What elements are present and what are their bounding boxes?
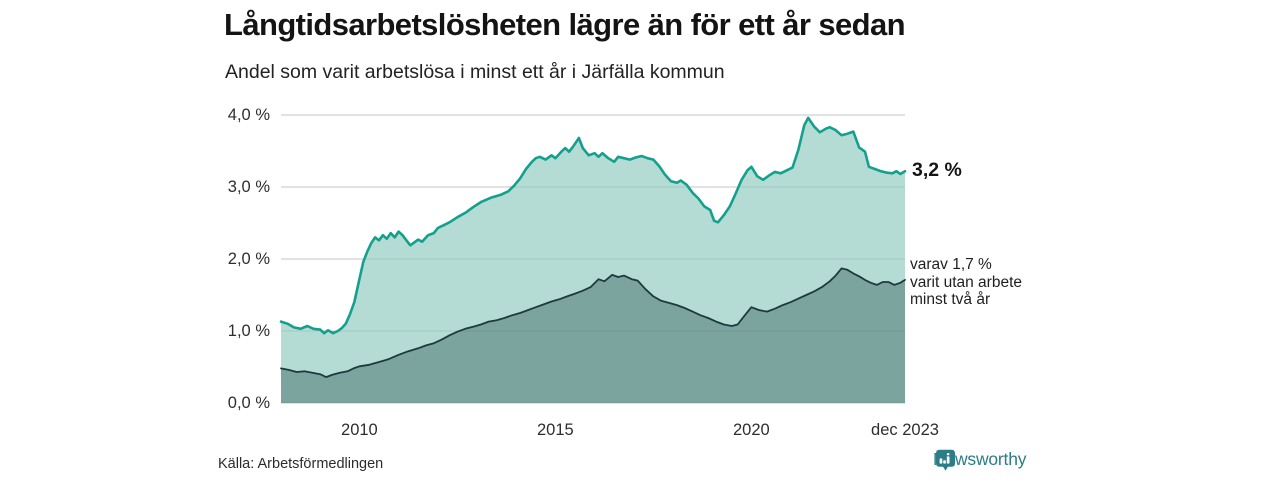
x-tick-label: 2015 xyxy=(537,421,574,439)
series-line-0 xyxy=(279,116,907,335)
x-tick-label: dec 2023 xyxy=(871,421,939,439)
y-tick-label: 0,0 % xyxy=(227,394,270,412)
source-note: Källa: Arbetsförmedlingen xyxy=(218,456,384,472)
brand-name: Newsworthy xyxy=(933,449,1027,469)
x-tick-label: 2020 xyxy=(732,421,770,439)
latest-value-label: 3,2 % xyxy=(912,159,962,181)
newsworthy-logo-icon xyxy=(936,449,955,471)
y-tick-label: 3,0 % xyxy=(227,178,270,196)
series-area-1 xyxy=(281,268,905,403)
y-tick-label: 1,0 % xyxy=(227,322,270,340)
series-line-1 xyxy=(280,267,906,378)
y-tick-label: 4,0 % xyxy=(227,106,270,124)
secondary-value-label: varav 1,7 % varit utan arbete minst två … xyxy=(910,256,1023,308)
chart-subtitle: Andel som varit arbetslösa i minst ett å… xyxy=(225,61,725,83)
newsworthy-brand: Newsworthy xyxy=(933,449,1027,471)
x-tick-label: 2010 xyxy=(341,421,378,439)
y-tick-label: 2,0 % xyxy=(227,250,270,268)
page-title: Långtidsarbetslösheten lägre än för ett … xyxy=(224,7,906,42)
